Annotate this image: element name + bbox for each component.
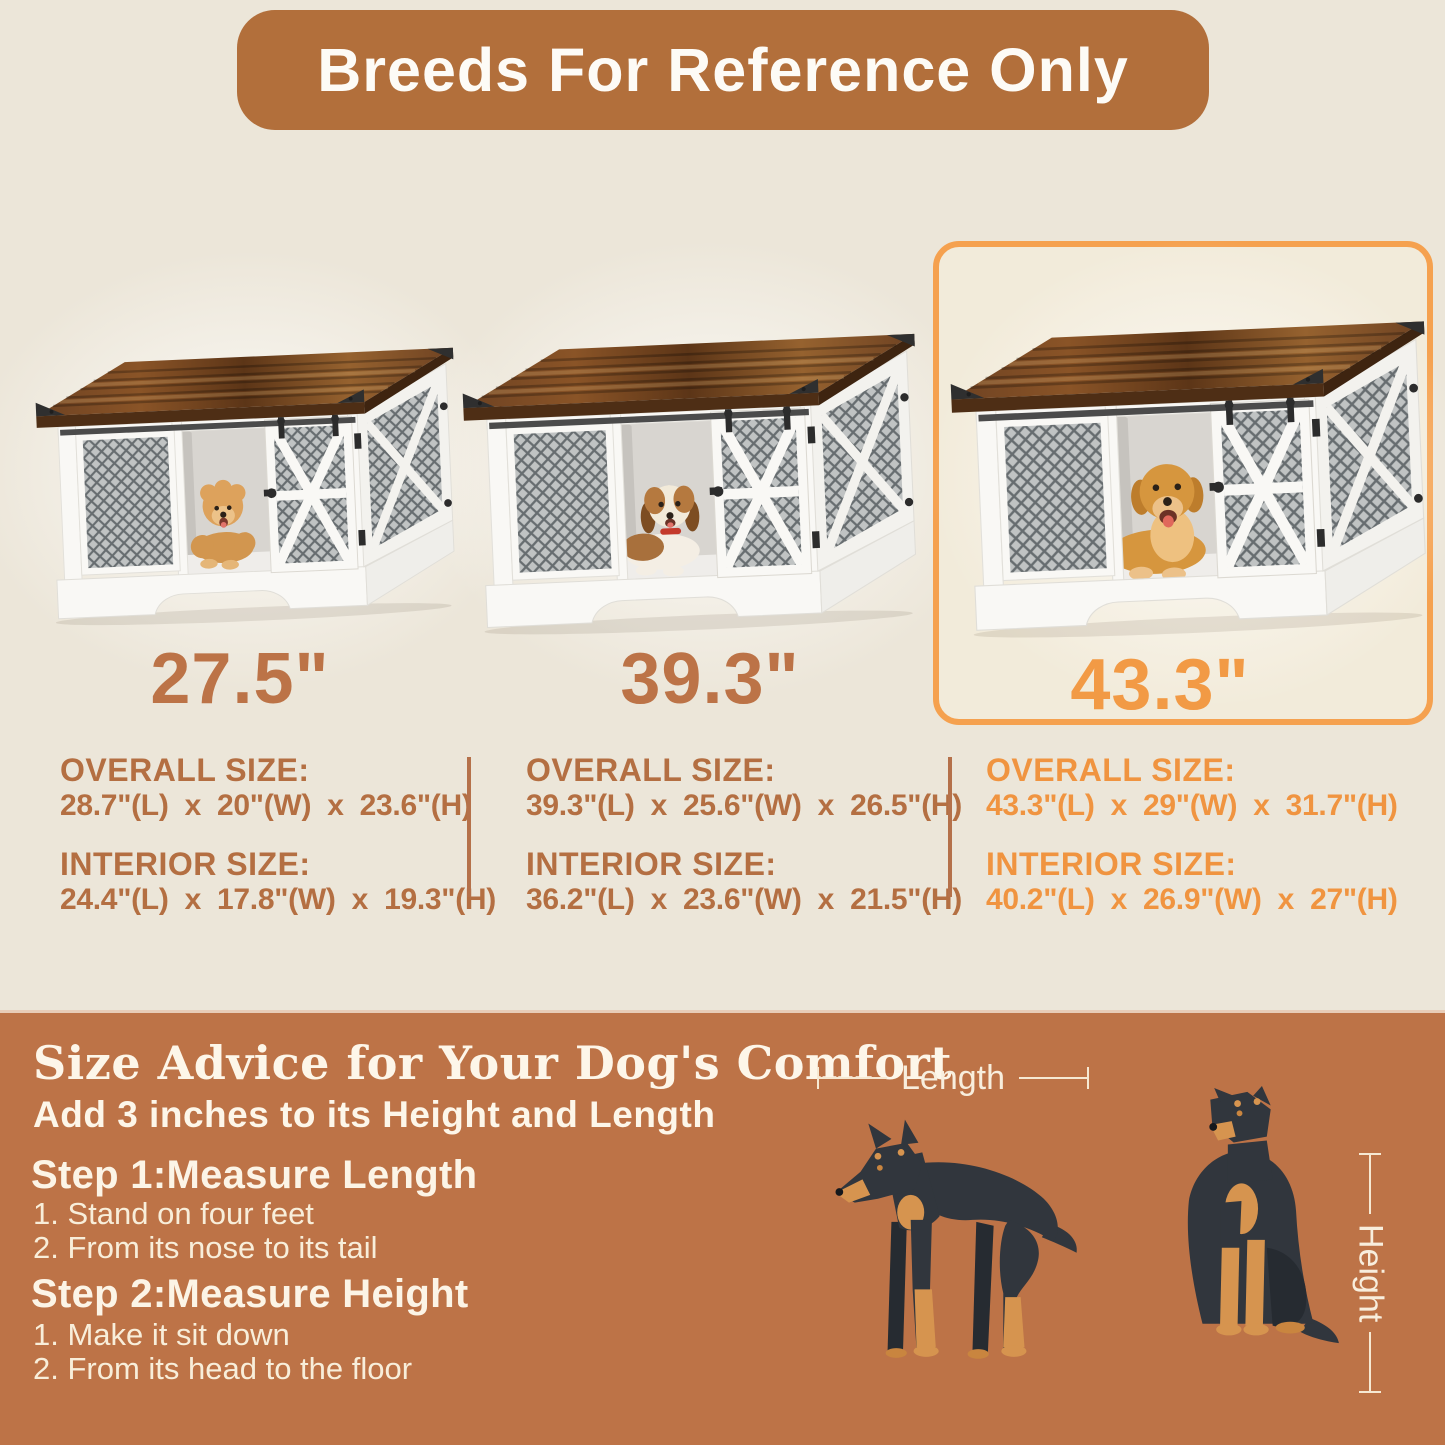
banner: Breeds For Reference Only xyxy=(237,10,1209,130)
spec-column-large: OVERALL SIZE: 43.3"(L) x 29"(W) x 31.7"(… xyxy=(986,752,1426,918)
crate-side-panel xyxy=(1311,338,1425,572)
size-label-large: 43.3" xyxy=(1070,645,1250,725)
length-label: Length xyxy=(901,1058,1005,1097)
step2-title: Step 2:Measure Height xyxy=(31,1272,469,1316)
interior-size-title: INTERIOR SIZE: xyxy=(986,846,1237,882)
crate-barn-door xyxy=(709,407,813,579)
crate-door-rail xyxy=(60,414,356,439)
height-label: Height xyxy=(1351,1223,1390,1323)
size-label-small: 27.5" xyxy=(150,639,330,719)
crate-illustration-medium xyxy=(462,333,917,635)
crate-barn-door xyxy=(263,415,359,574)
step1-title: Step 1:Measure Length xyxy=(31,1153,478,1197)
height-tick-top xyxy=(1359,1153,1381,1155)
crate-barn-door xyxy=(1209,398,1318,579)
interior-size-title: INTERIOR SIZE: xyxy=(526,846,777,882)
crate-illustration-small xyxy=(35,347,455,626)
crate-wood-top xyxy=(462,333,915,421)
standing-dog-icon xyxy=(835,1119,1077,1359)
crate-illustration-large xyxy=(950,321,1426,638)
size-label-medium: 39.3" xyxy=(620,639,800,719)
length-line xyxy=(819,1077,887,1079)
overall-size-value: 28.7"(L) x 20"(W) x 23.6"(H) xyxy=(60,789,472,822)
column-divider xyxy=(467,757,471,897)
step1-items: 1. Stand on four feet 2. From its nose t… xyxy=(33,1197,378,1265)
advice-subtitle: Add 3 inches to its Height and Length xyxy=(33,1094,716,1135)
crate-side-panel xyxy=(354,362,454,568)
overall-size-title: OVERALL SIZE: xyxy=(60,752,310,788)
crate-wood-top xyxy=(950,321,1425,413)
beagle-dog-icon xyxy=(622,485,700,577)
crate-door-rail xyxy=(489,406,809,433)
advice-title: Size Advice for Your Dog's Comfort xyxy=(33,1036,953,1090)
sitting-dog-icon xyxy=(1187,1086,1339,1344)
overall-size-value: 39.3"(L) x 25.6"(W) x 26.5"(H) xyxy=(526,789,962,822)
interior-size-value: 36.2"(L) x 23.6"(W) x 21.5"(H) xyxy=(526,883,962,916)
length-tick-left xyxy=(817,1067,819,1089)
step1-item-2: 2. From its nose to its tail xyxy=(33,1230,378,1265)
interior-size-title: INTERIOR SIZE: xyxy=(60,846,311,882)
banner-title: Breeds For Reference Only xyxy=(317,36,1129,104)
length-line xyxy=(1019,1077,1087,1079)
column-divider xyxy=(948,757,952,897)
crate-wood-top xyxy=(35,347,454,428)
overall-size-value: 43.3"(L) x 29"(W) x 31.7"(H) xyxy=(986,789,1398,822)
spec-column-small: OVERALL SIZE: 28.7"(L) x 20"(W) x 23.6"(… xyxy=(60,752,496,918)
crate-side-panel xyxy=(807,350,915,572)
step2-item-2: 2. From its head to the floor xyxy=(33,1351,413,1386)
step2-item-1: 1. Make it sit down xyxy=(33,1317,290,1352)
height-annotation: Height xyxy=(1350,1153,1390,1393)
length-annotation: Length xyxy=(817,1058,1089,1097)
spec-column-medium: OVERALL SIZE: 39.3"(L) x 25.6"(W) x 26.5… xyxy=(526,752,962,918)
crate-door-rail xyxy=(978,397,1314,426)
overall-size-title: OVERALL SIZE: xyxy=(526,752,776,788)
height-tick-bottom xyxy=(1359,1391,1381,1393)
interior-size-value: 40.2"(L) x 26.9"(W) x 27"(H) xyxy=(986,883,1398,916)
poodle-dog-icon xyxy=(190,479,256,570)
length-tick-right xyxy=(1087,1067,1089,1089)
step2-items: 1. Make it sit down 2. From its head to … xyxy=(33,1318,412,1386)
overall-size-title: OVERALL SIZE: xyxy=(986,752,1236,788)
height-line xyxy=(1369,1155,1371,1214)
height-line xyxy=(1369,1332,1371,1391)
interior-size-value: 24.4"(L) x 17.8"(W) x 19.3"(H) xyxy=(60,883,496,916)
golden-retriever-dog-icon xyxy=(1109,464,1206,581)
step1-item-1: 1. Stand on four feet xyxy=(33,1196,314,1231)
